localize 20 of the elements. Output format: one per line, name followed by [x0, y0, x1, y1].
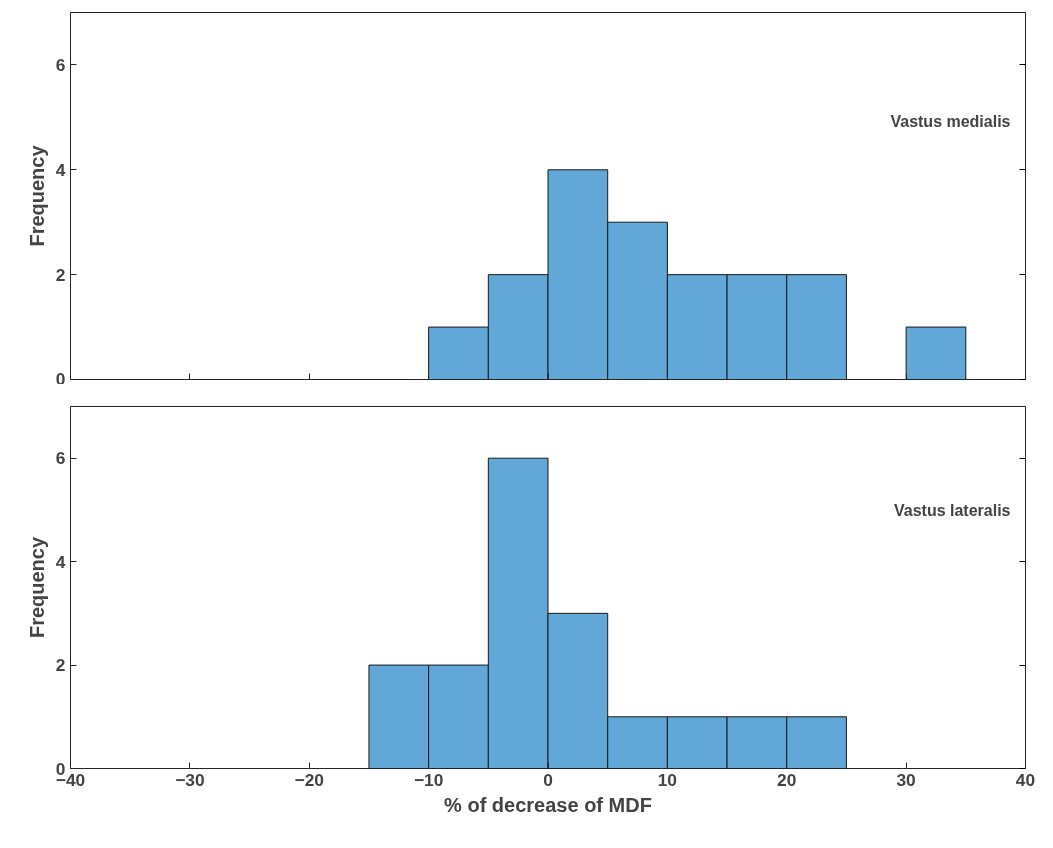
x-tick-label: 40: [1015, 769, 1036, 790]
y-axis-title: Frequency: [25, 144, 48, 247]
x-tick-label: 0: [543, 769, 553, 790]
annotation: Vastus lateralis: [893, 501, 1011, 519]
y-tick-label: 4: [55, 159, 66, 180]
y-tick-label: 0: [55, 368, 66, 389]
x-tick-label: −10: [413, 769, 444, 790]
annotation: Vastus medialis: [890, 112, 1011, 130]
y-tick-label: 2: [55, 264, 66, 285]
y-tick-label: 2: [55, 655, 66, 676]
y-tick-label: 4: [55, 551, 66, 572]
y-tick-label: 6: [55, 54, 66, 75]
x-tick-label: 30: [896, 769, 916, 790]
x-tick-label: −20: [294, 769, 324, 790]
x-axis-title: % of decrease of MDF: [444, 793, 652, 816]
x-tick-label: −30: [175, 769, 205, 790]
x-tick-label: 20: [777, 769, 797, 790]
y-tick-label: 6: [55, 448, 66, 469]
x-tick-label: 10: [657, 769, 678, 790]
y-axis-title: Frequency: [25, 536, 48, 639]
